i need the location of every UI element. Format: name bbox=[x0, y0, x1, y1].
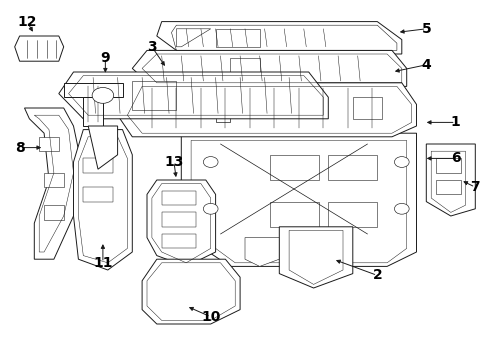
Polygon shape bbox=[44, 205, 64, 220]
Polygon shape bbox=[162, 212, 196, 227]
Text: 8: 8 bbox=[15, 141, 24, 154]
Circle shape bbox=[92, 87, 114, 103]
Text: 4: 4 bbox=[421, 58, 431, 72]
Polygon shape bbox=[436, 180, 461, 194]
Polygon shape bbox=[216, 101, 230, 122]
Polygon shape bbox=[147, 180, 216, 266]
Polygon shape bbox=[328, 202, 377, 227]
Polygon shape bbox=[353, 97, 382, 119]
Text: 12: 12 bbox=[17, 15, 37, 28]
Text: 5: 5 bbox=[421, 22, 431, 36]
Circle shape bbox=[203, 203, 218, 214]
Polygon shape bbox=[59, 72, 328, 119]
Polygon shape bbox=[181, 133, 416, 266]
Polygon shape bbox=[162, 191, 196, 205]
Polygon shape bbox=[15, 36, 64, 61]
Polygon shape bbox=[436, 158, 461, 173]
Polygon shape bbox=[328, 155, 377, 180]
Text: 9: 9 bbox=[100, 51, 110, 64]
Text: 3: 3 bbox=[147, 40, 157, 54]
Polygon shape bbox=[270, 155, 318, 180]
Text: 13: 13 bbox=[164, 155, 184, 169]
Polygon shape bbox=[279, 227, 353, 288]
Polygon shape bbox=[132, 81, 176, 110]
Text: 10: 10 bbox=[201, 310, 220, 324]
Polygon shape bbox=[270, 202, 318, 227]
Text: 2: 2 bbox=[372, 269, 382, 282]
Polygon shape bbox=[157, 22, 402, 54]
Polygon shape bbox=[142, 259, 240, 324]
Polygon shape bbox=[176, 29, 211, 47]
Polygon shape bbox=[162, 234, 196, 248]
Polygon shape bbox=[24, 108, 83, 259]
Text: 6: 6 bbox=[451, 152, 461, 165]
Polygon shape bbox=[64, 83, 122, 97]
Polygon shape bbox=[74, 130, 132, 270]
Polygon shape bbox=[274, 94, 309, 115]
Polygon shape bbox=[118, 83, 416, 137]
Circle shape bbox=[394, 157, 409, 167]
Polygon shape bbox=[44, 173, 64, 187]
Polygon shape bbox=[83, 158, 113, 173]
Polygon shape bbox=[426, 144, 475, 216]
Text: 11: 11 bbox=[93, 256, 113, 270]
Circle shape bbox=[203, 157, 218, 167]
Text: 1: 1 bbox=[451, 116, 461, 129]
Polygon shape bbox=[230, 58, 260, 76]
Polygon shape bbox=[216, 29, 260, 47]
Polygon shape bbox=[83, 187, 113, 202]
Polygon shape bbox=[88, 126, 118, 169]
Circle shape bbox=[394, 203, 409, 214]
Polygon shape bbox=[132, 50, 407, 86]
Text: 7: 7 bbox=[470, 180, 480, 194]
Polygon shape bbox=[39, 137, 59, 151]
Polygon shape bbox=[83, 97, 103, 126]
Polygon shape bbox=[245, 238, 279, 266]
